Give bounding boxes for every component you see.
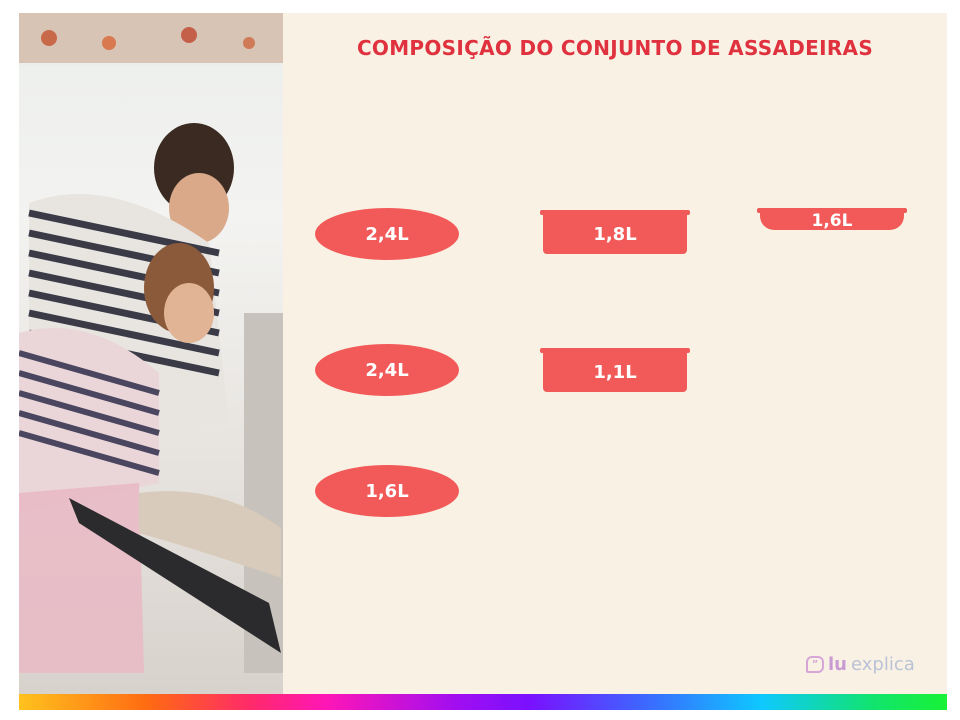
pan-capacity-label: 1,6L: [365, 480, 409, 502]
oval-pan-2-4l: 2,4L: [315, 208, 459, 260]
pan-capacity-label: 1,8L: [593, 223, 637, 245]
pan-capacity-label: 2,4L: [365, 359, 409, 381]
oval-pan-2-4l: 2,4L: [315, 344, 459, 396]
logo-text-explica: explica: [850, 654, 915, 675]
pan-capacity-label: 2,4L: [365, 223, 409, 245]
page-title: COMPOSIÇÃO DO CONJUNTO DE ASSADEIRAS: [356, 36, 874, 60]
rectangular-pan-1-8l: 1,8L: [540, 210, 690, 254]
pan-capacity-label: 1,6L: [811, 211, 853, 231]
logo-text-lu: lu: [828, 654, 847, 675]
shallow-pan-1-6l: 1,6L: [757, 208, 907, 231]
lu-explica-logo: ” lu explica: [806, 654, 915, 675]
product-photo-mother-daughter-oven: [19, 13, 283, 694]
oval-pan-1-6l: 1,6L: [315, 465, 459, 517]
rainbow-bar: [19, 694, 947, 710]
quote-bubble-icon: ”: [806, 656, 824, 673]
rectangular-pan-1-1l: 1,1L: [540, 348, 690, 392]
pan-capacity-label: 1,1L: [593, 361, 637, 383]
